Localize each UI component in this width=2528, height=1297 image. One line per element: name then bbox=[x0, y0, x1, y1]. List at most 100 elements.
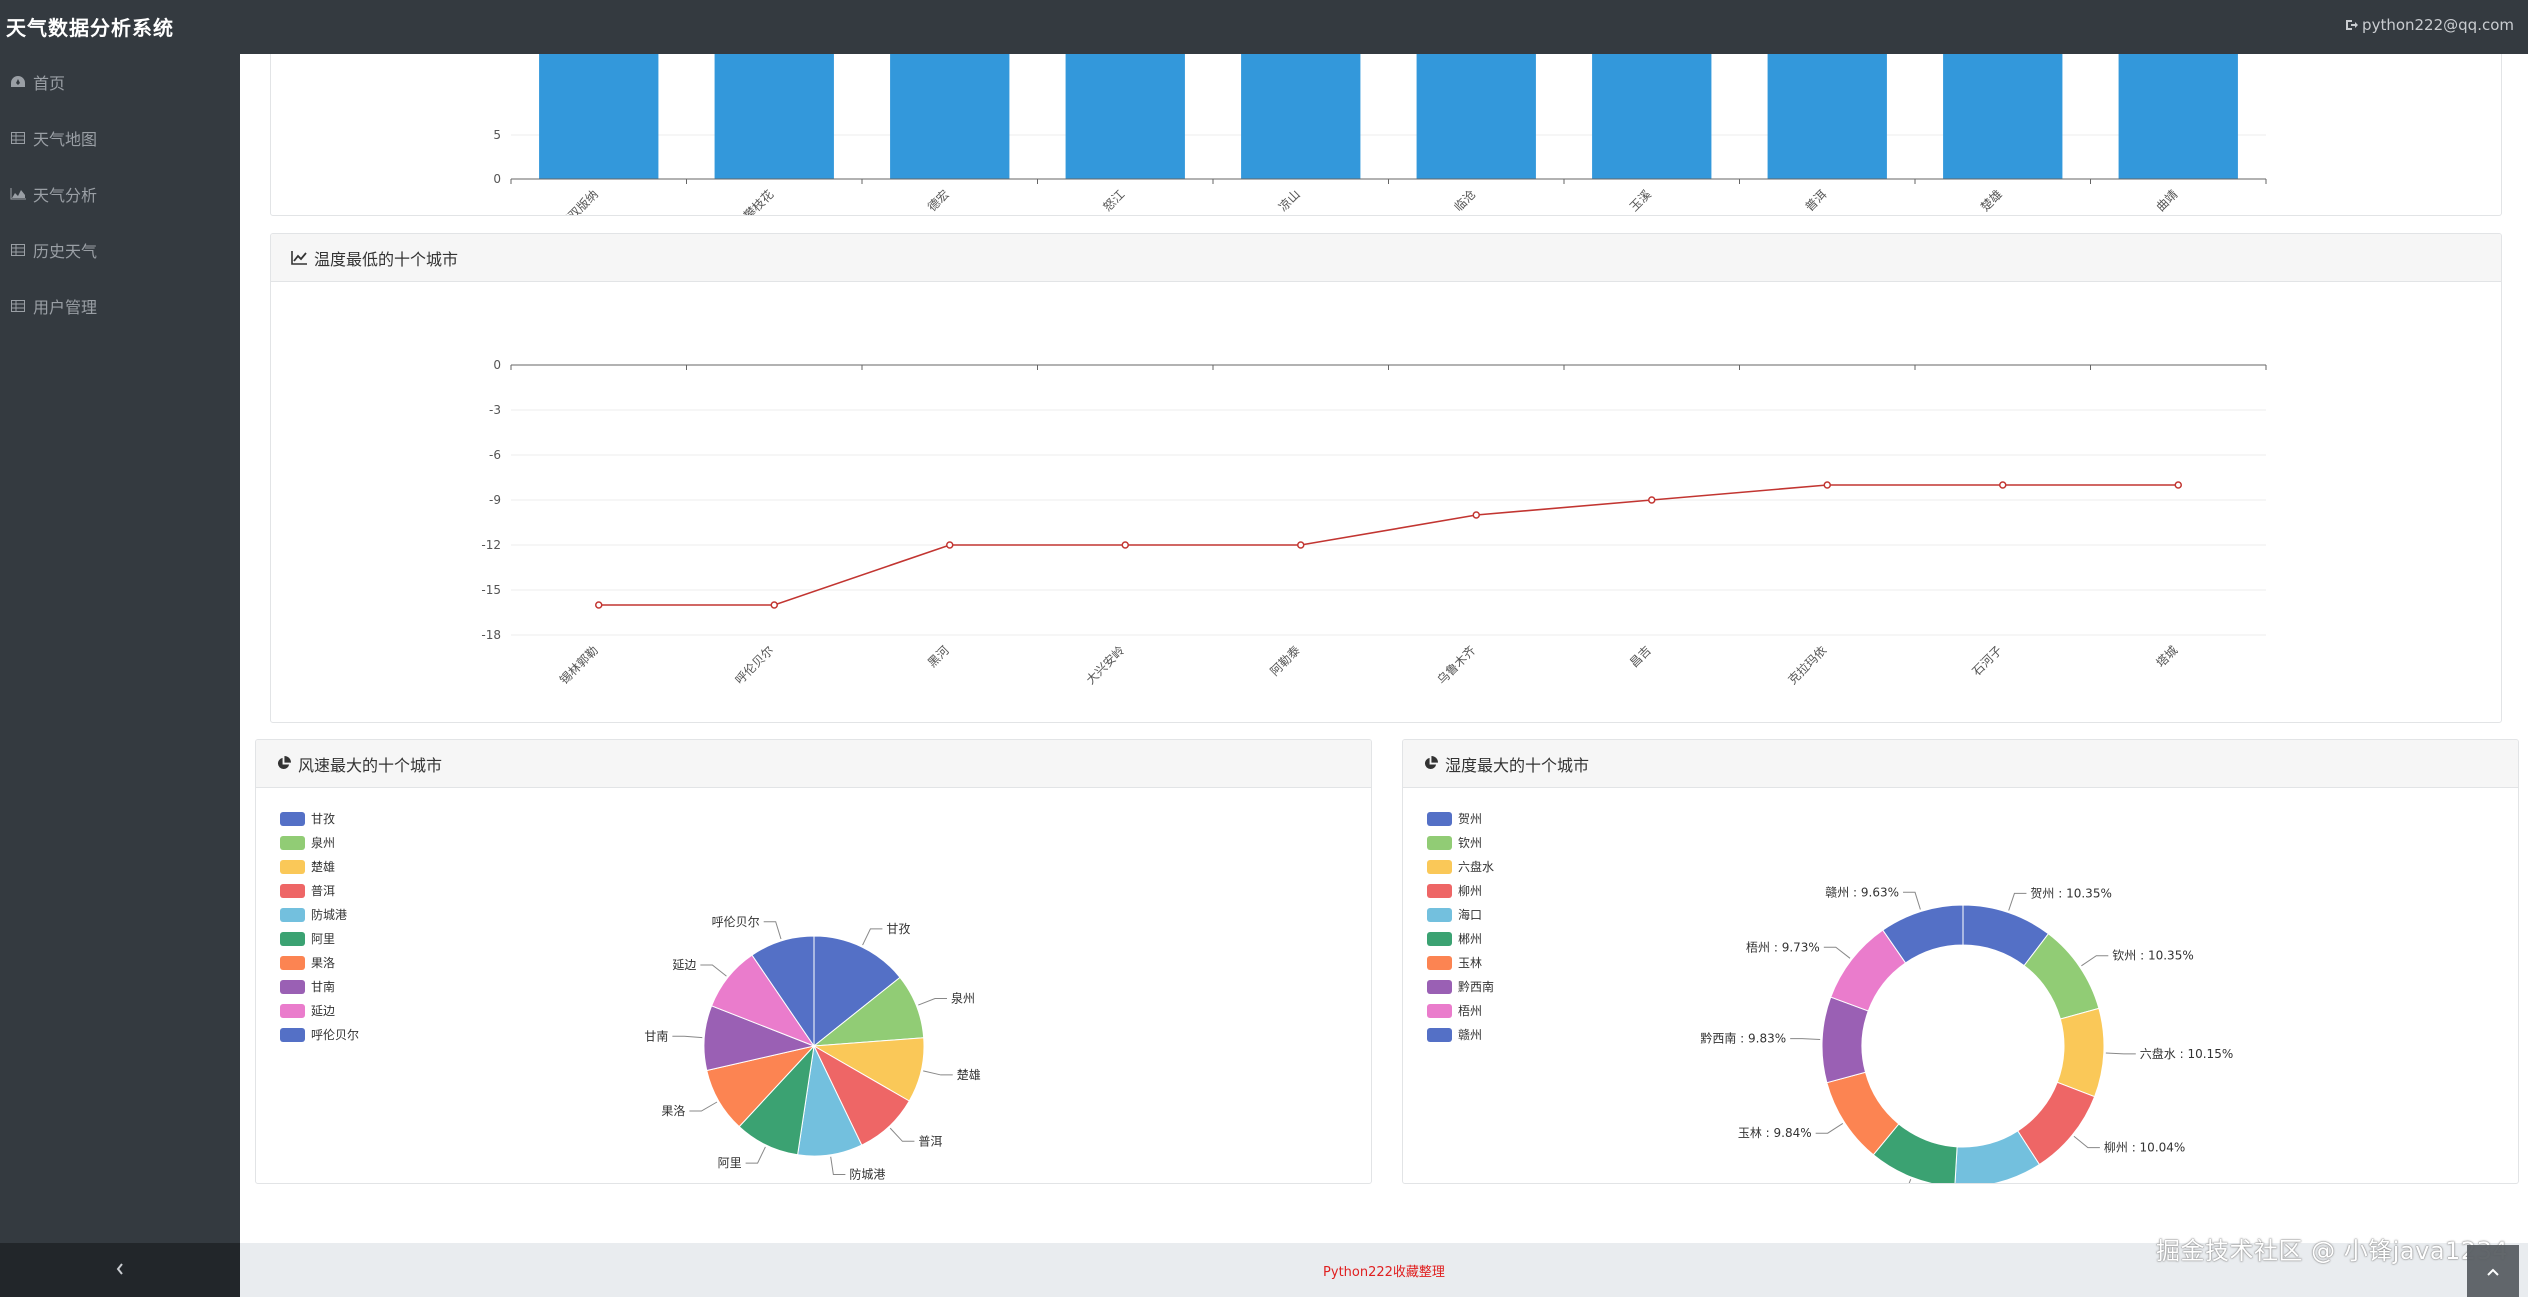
legend-label[interactable]: 阿里 bbox=[311, 932, 335, 946]
sidebar-item-weather-map[interactable]: 天气地图 bbox=[0, 110, 240, 166]
bar[interactable] bbox=[1592, 54, 1712, 179]
line-point[interactable] bbox=[1823, 481, 1831, 489]
legend-swatch[interactable] bbox=[1427, 836, 1452, 850]
legend-label[interactable]: 贺州 bbox=[1458, 812, 1482, 826]
sidebar-item-home[interactable]: 首页 bbox=[0, 54, 240, 110]
legend-swatch[interactable] bbox=[1427, 860, 1452, 874]
legend-swatch[interactable] bbox=[1427, 884, 1452, 898]
sidebar-item-weather-analysis[interactable]: 天气分析 bbox=[0, 166, 240, 222]
legend-label[interactable]: 海口 bbox=[1458, 907, 1482, 922]
pie-label: 延边 bbox=[672, 958, 696, 972]
line-point[interactable] bbox=[1472, 511, 1480, 519]
legend-label[interactable]: 梧州 bbox=[1458, 1003, 1482, 1018]
pie-label: 泉州 bbox=[951, 992, 975, 1006]
bar[interactable] bbox=[1416, 54, 1536, 179]
user-email: python222@qq.com bbox=[2362, 16, 2514, 34]
legend-swatch[interactable] bbox=[280, 860, 305, 874]
legend-label[interactable]: 普洱 bbox=[311, 884, 335, 898]
line-chart-icon bbox=[291, 250, 307, 265]
pie-label: 阿里 bbox=[718, 1156, 742, 1170]
pie-label: 果洛 bbox=[661, 1103, 685, 1118]
sidebar-item-label: 用户管理 bbox=[33, 298, 98, 317]
line-y-tick-label: 0 bbox=[493, 358, 501, 372]
legend-swatch[interactable] bbox=[1427, 1004, 1452, 1018]
bar[interactable] bbox=[2118, 54, 2238, 179]
legend-label[interactable]: 六盘水 bbox=[1458, 859, 1494, 874]
bar[interactable] bbox=[1767, 54, 1887, 179]
sidebar-item-history-weather[interactable]: 历史天气 bbox=[0, 222, 240, 278]
legend-swatch[interactable] bbox=[280, 812, 305, 826]
legend-swatch[interactable] bbox=[280, 956, 305, 970]
legend-label[interactable]: 玉林 bbox=[1458, 956, 1482, 970]
pie-label-line bbox=[1908, 1178, 1912, 1183]
pie-label-line bbox=[918, 998, 948, 1006]
bar[interactable] bbox=[1943, 54, 2063, 179]
bar[interactable] bbox=[1241, 54, 1361, 179]
legend-label[interactable]: 钦州 bbox=[1458, 836, 1482, 850]
bar-x-tick-label: 临沧 bbox=[1451, 187, 1479, 215]
legend-label[interactable]: 赣州 bbox=[1458, 1028, 1482, 1042]
pie-label: 六盘水 : 10.15% bbox=[2140, 1046, 2233, 1061]
legend-label[interactable]: 延边 bbox=[311, 1004, 335, 1018]
sidebar-item-label: 天气地图 bbox=[33, 130, 98, 149]
legend-swatch[interactable] bbox=[1427, 932, 1452, 946]
pie-slice[interactable] bbox=[1821, 996, 1869, 1084]
line-x-tick-label: 锡林郭勒 bbox=[556, 643, 601, 688]
wind-pie-chart: 甘孜泉州楚雄普洱防城港阿里果洛甘南延边呼伦贝尔甘孜泉州楚雄普洱防城港阿里果洛甘南… bbox=[280, 812, 981, 1182]
legend-label[interactable]: 楚雄 bbox=[311, 859, 335, 874]
chevron-left-icon bbox=[115, 1261, 125, 1280]
pie-label: 楚雄 bbox=[957, 1067, 981, 1082]
area-chart-icon bbox=[9, 185, 27, 203]
bar[interactable] bbox=[714, 54, 834, 179]
legend-swatch[interactable] bbox=[280, 884, 305, 898]
line-point[interactable] bbox=[1297, 541, 1305, 549]
legend-label[interactable]: 呼伦贝尔 bbox=[311, 1027, 359, 1042]
legend-swatch[interactable] bbox=[280, 908, 305, 922]
back-to-top-button[interactable] bbox=[2467, 1245, 2519, 1297]
main-content[interactable]: 0 5 西双版纳 攀枝花 德宏 怒江 凉山 临沧 玉溪 普洱 楚雄 曲靖 温度最低的十个城市 0 -3-… bbox=[240, 54, 2528, 1243]
legend-swatch[interactable] bbox=[1427, 1028, 1452, 1042]
pie-slice[interactable] bbox=[2056, 1007, 2105, 1098]
pie-slice[interactable] bbox=[813, 935, 901, 1048]
legend-swatch[interactable] bbox=[280, 980, 305, 994]
line-x-tick-label: 黑河 bbox=[925, 643, 952, 670]
line-point[interactable] bbox=[946, 541, 954, 549]
pie-slice[interactable] bbox=[1882, 904, 1964, 964]
legend-label[interactable]: 黔西南 bbox=[1458, 979, 1494, 994]
line-point[interactable] bbox=[1648, 496, 1656, 504]
bar[interactable] bbox=[1065, 54, 1185, 179]
legend-swatch[interactable] bbox=[1427, 812, 1452, 826]
legend-swatch[interactable] bbox=[1427, 980, 1452, 994]
line-point[interactable] bbox=[770, 601, 778, 609]
legend-swatch[interactable] bbox=[1427, 908, 1452, 922]
bar[interactable] bbox=[539, 54, 659, 179]
sidebar-toggle-button[interactable] bbox=[0, 1243, 240, 1297]
legend-label[interactable]: 郴州 bbox=[1458, 932, 1482, 946]
legend-swatch[interactable] bbox=[280, 1004, 305, 1018]
line-y-tick-label: -12 bbox=[481, 538, 501, 552]
logout-icon bbox=[2344, 18, 2359, 32]
app-title[interactable]: 天气数据分析系统 bbox=[6, 16, 174, 40]
legend-label[interactable]: 果洛 bbox=[311, 955, 335, 970]
legend-label[interactable]: 甘南 bbox=[311, 979, 335, 994]
pie-label-line bbox=[830, 1156, 846, 1176]
line-point[interactable] bbox=[2174, 481, 2182, 489]
legend-label[interactable]: 甘孜 bbox=[311, 812, 335, 826]
legend-swatch[interactable] bbox=[280, 1028, 305, 1042]
sidebar-item-user-management[interactable]: 用户管理 bbox=[0, 278, 240, 334]
bar[interactable] bbox=[890, 54, 1010, 179]
card-header: 湿度最大的十个城市 bbox=[1403, 740, 2518, 788]
pie-label-line bbox=[923, 1070, 953, 1076]
user-menu[interactable]: python222@qq.com bbox=[2344, 16, 2514, 34]
humidity-card: 湿度最大的十个城市 贺州 钦州 六盘水 柳州 海口 郴州 玉林 黔西南 梧州 赣州 贺州 : 10.… bbox=[1402, 739, 2519, 1184]
line-point[interactable] bbox=[1999, 481, 2007, 489]
line-point[interactable] bbox=[1121, 541, 1129, 549]
line-point[interactable] bbox=[595, 601, 603, 609]
legend-label[interactable]: 柳州 bbox=[1458, 884, 1482, 898]
legend-swatch[interactable] bbox=[1427, 956, 1452, 970]
legend-swatch[interactable] bbox=[280, 836, 305, 850]
legend-label[interactable]: 泉州 bbox=[311, 836, 335, 850]
legend-label[interactable]: 防城港 bbox=[311, 907, 347, 922]
legend-swatch[interactable] bbox=[280, 932, 305, 946]
pie-slice[interactable] bbox=[751, 935, 815, 1048]
